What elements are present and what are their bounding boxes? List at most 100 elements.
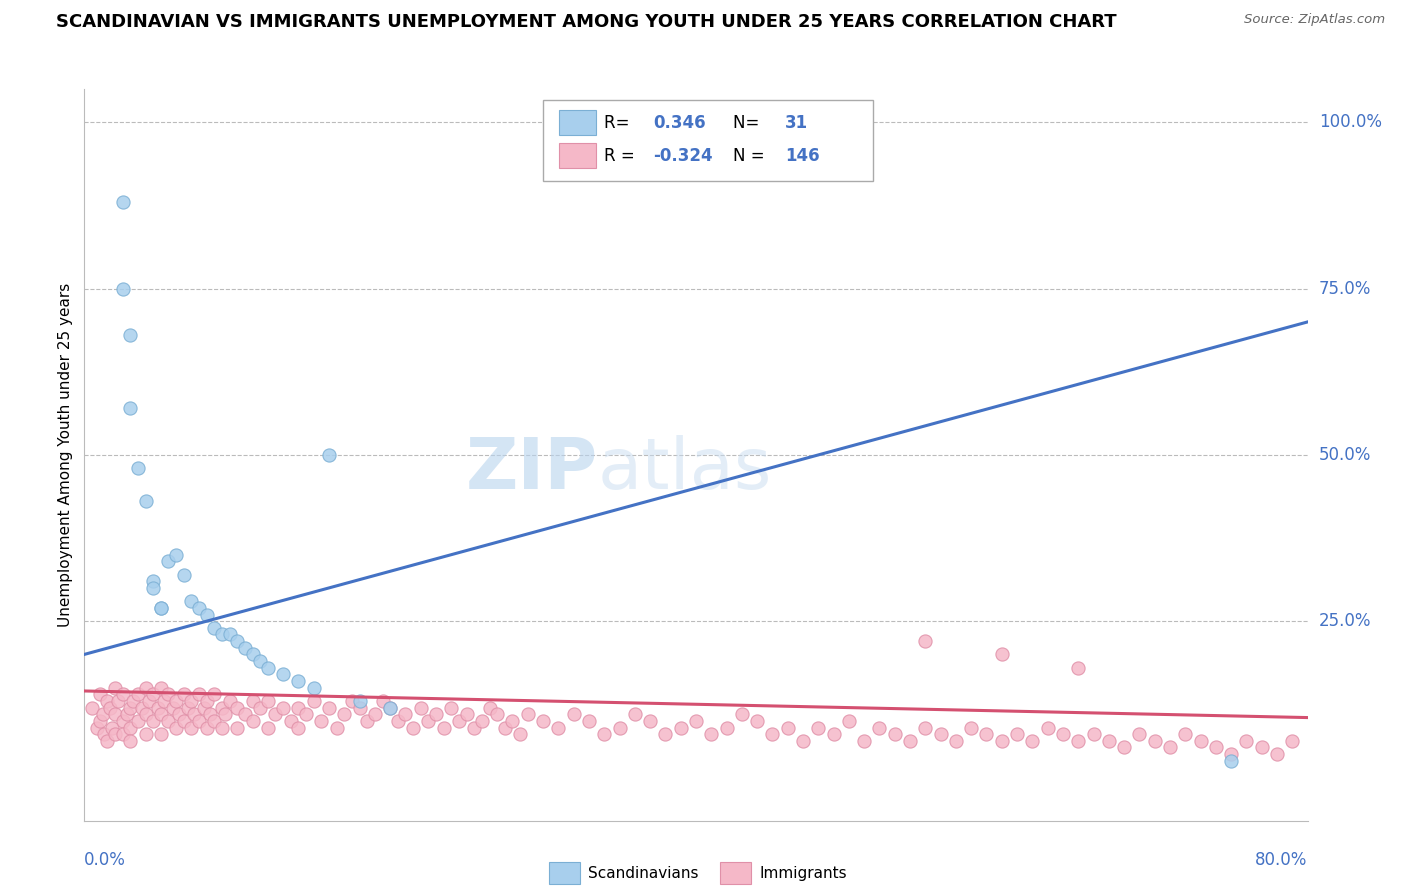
Point [287, 700, 309, 714]
Point [853, 734, 876, 748]
Point [976, 727, 998, 741]
Point [249, 700, 271, 714]
Text: 75.0%: 75.0% [1319, 280, 1371, 298]
Point [1036, 721, 1059, 735]
Point [188, 687, 211, 701]
Point [257, 661, 280, 675]
Point [98, 700, 121, 714]
Point [371, 694, 394, 708]
Point [547, 721, 569, 735]
Point [394, 707, 416, 722]
Point [349, 700, 371, 714]
Point [914, 634, 936, 648]
Point [418, 714, 440, 728]
Point [195, 721, 218, 735]
Point [1205, 740, 1227, 755]
Y-axis label: Unemployment Among Youth under 25 years: Unemployment Among Youth under 25 years [58, 283, 73, 627]
Point [494, 721, 516, 735]
Point [302, 681, 325, 695]
Point [562, 707, 585, 722]
Point [471, 714, 494, 728]
Point [162, 700, 184, 714]
Point [776, 721, 799, 735]
Point [264, 707, 287, 722]
Point [257, 721, 280, 735]
Point [1174, 727, 1197, 741]
Point [333, 707, 356, 722]
Point [195, 694, 218, 708]
Point [135, 681, 157, 695]
Point [91, 707, 114, 722]
Point [149, 727, 172, 741]
Text: 50.0%: 50.0% [1319, 446, 1371, 464]
Point [177, 700, 200, 714]
Text: -0.324: -0.324 [654, 147, 713, 165]
Point [180, 694, 202, 708]
Point [111, 195, 134, 210]
Point [120, 401, 142, 416]
Point [120, 721, 142, 735]
Point [1052, 727, 1074, 741]
Point [165, 548, 187, 562]
Point [115, 707, 138, 722]
Point [318, 700, 340, 714]
Point [101, 721, 124, 735]
Point [295, 707, 318, 722]
Point [463, 721, 485, 735]
Point [869, 721, 891, 735]
Point [131, 700, 153, 714]
FancyBboxPatch shape [560, 111, 596, 136]
Point [349, 694, 371, 708]
Point [531, 714, 554, 728]
Point [153, 694, 176, 708]
Point [135, 707, 157, 722]
Point [149, 707, 172, 722]
Point [991, 648, 1014, 662]
Point [249, 654, 271, 668]
Point [792, 734, 814, 748]
Point [1083, 727, 1105, 741]
Point [318, 448, 340, 462]
Point [340, 694, 363, 708]
Point [433, 721, 456, 735]
Point [149, 600, 172, 615]
Point [1005, 727, 1028, 741]
Text: atlas: atlas [598, 435, 772, 504]
Point [271, 667, 294, 681]
Point [165, 721, 187, 735]
Point [747, 714, 769, 728]
Text: 0.346: 0.346 [654, 114, 706, 132]
Point [120, 328, 142, 343]
Point [807, 721, 830, 735]
Point [242, 714, 264, 728]
Point [271, 700, 294, 714]
Point [198, 707, 221, 722]
Point [700, 727, 723, 741]
Point [991, 734, 1014, 748]
Point [193, 700, 215, 714]
Point [111, 687, 134, 701]
Point [122, 694, 145, 708]
Point [120, 734, 142, 748]
Point [202, 714, 225, 728]
Point [211, 721, 233, 735]
Point [142, 574, 165, 589]
Point [838, 714, 860, 728]
Point [226, 700, 249, 714]
Point [578, 714, 600, 728]
Point [638, 714, 661, 728]
Point [1220, 754, 1243, 768]
Point [409, 700, 432, 714]
Point [218, 694, 240, 708]
Point [1098, 734, 1121, 748]
Point [447, 714, 470, 728]
Point [180, 594, 202, 608]
Point [111, 727, 134, 741]
Point [761, 727, 783, 741]
Point [486, 707, 509, 722]
Point [89, 687, 111, 701]
Point [356, 714, 378, 728]
Point [1067, 734, 1090, 748]
FancyBboxPatch shape [550, 863, 579, 884]
Point [1189, 734, 1212, 748]
